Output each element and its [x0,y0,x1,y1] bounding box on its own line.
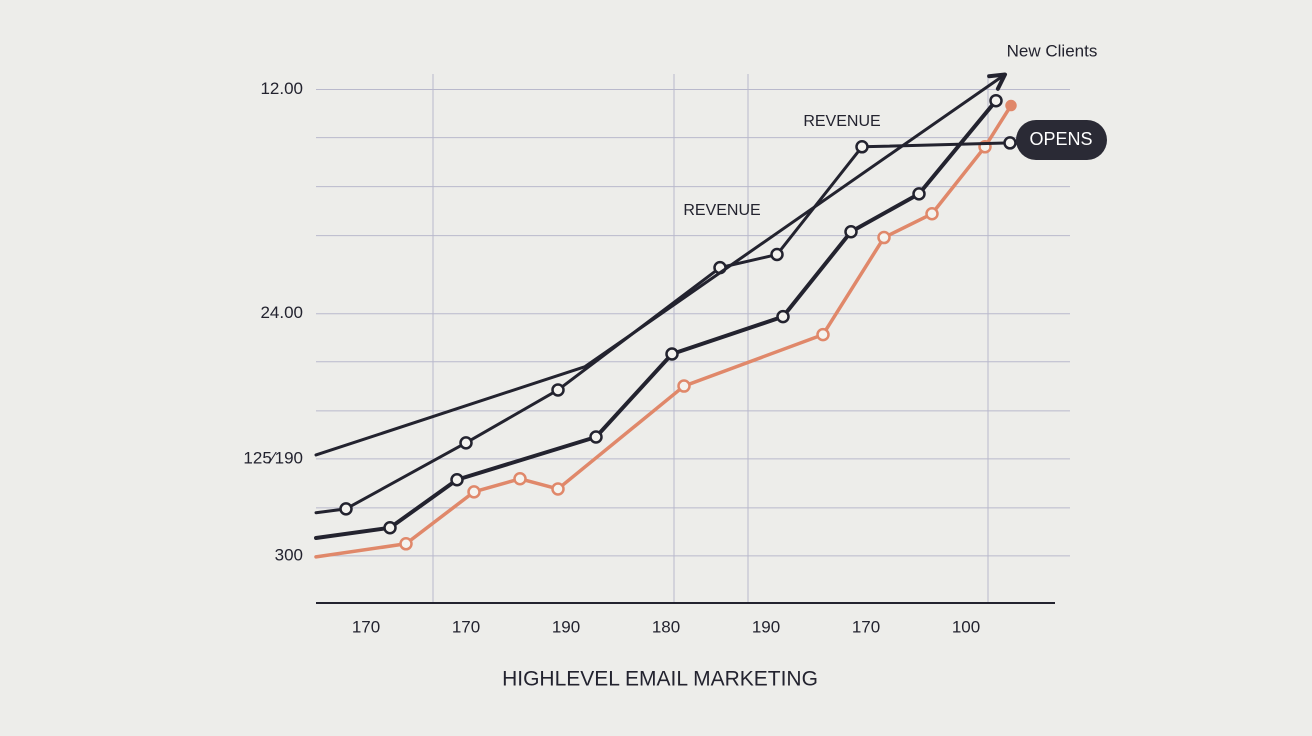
point-marker [467,485,481,499]
arrow-head [987,72,1007,91]
annotation: REVENUE [683,202,760,219]
point-marker [513,472,527,486]
point-marker [665,347,679,361]
point-marker [551,383,565,397]
label-pill [1016,120,1107,160]
x-tick-label: 190 [752,617,780,636]
x-tick-label: 170 [452,617,480,636]
point-marker [677,379,691,393]
point-marker [770,247,784,262]
x-tick-label: 170 [352,617,380,636]
annotation: REVENUE [803,113,880,130]
x-tick-label: 190 [552,617,580,636]
chart-title: HIGHLEVEL EMAIL MARKETING [502,668,818,691]
point-marker [844,224,858,239]
series-line [314,72,1007,457]
x-tick-label: 180 [652,617,680,636]
y-tick-label: 12.00 [260,79,303,98]
y-tick-label: 300 [275,545,303,564]
point-marker [1005,99,1017,112]
point-marker [855,140,869,154]
point-marker [912,187,926,201]
point-marker [816,327,830,342]
point-marker [989,93,1003,108]
point-marker [925,207,939,221]
point-marker [776,309,790,324]
point-marker [399,537,413,551]
point-marker [551,482,565,496]
point-marker [459,436,473,450]
point-marker [877,230,891,245]
x-tick-label: 170 [852,617,880,636]
y-tick-label: 24.00 [260,303,303,322]
point-marker [589,430,603,444]
point-marker [339,502,353,516]
y-tick-label: 125⁄190 [243,448,303,467]
annotation: OPENS [1029,129,1092,149]
point-marker [1003,136,1017,150]
point-marker [450,472,464,487]
annotation: New Clients [1007,41,1098,60]
point-marker [383,521,397,535]
x-tick-label: 100 [952,617,980,636]
